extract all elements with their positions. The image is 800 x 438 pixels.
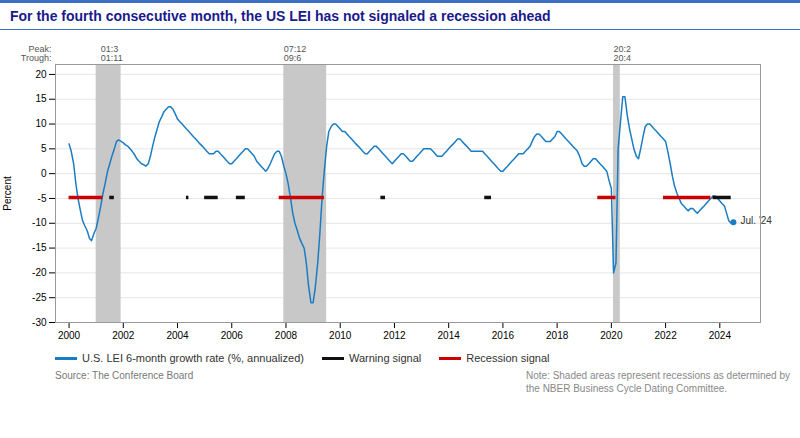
svg-text:2016: 2016 <box>492 330 515 341</box>
svg-text:10: 10 <box>35 118 47 129</box>
svg-text:0: 0 <box>41 168 47 179</box>
svg-text:2024: 2024 <box>709 330 732 341</box>
svg-text:07:1209:6: 07:1209:6 <box>284 44 307 63</box>
svg-text:-20: -20 <box>32 267 47 278</box>
svg-text:2012: 2012 <box>383 330 406 341</box>
svg-text:-15: -15 <box>32 242 47 253</box>
html-text:Note: Shaded areas represent r: Note: Shaded areas represent recessions … <box>526 370 790 394</box>
html-text:Source: The Conference Board: Source: The Conference Board <box>55 370 194 381</box>
svg-text:2002: 2002 <box>112 330 135 341</box>
svg-text:2010: 2010 <box>329 330 352 341</box>
svg-text:20: 20 <box>35 69 47 80</box>
svg-text:2004: 2004 <box>166 330 189 341</box>
svg-text:2022: 2022 <box>654 330 677 341</box>
svg-text:Jul. '24: Jul. '24 <box>741 215 773 226</box>
svg-text:01:301:11: 01:301:11 <box>101 44 123 63</box>
svg-text:5: 5 <box>41 143 47 154</box>
svg-text:Percent: Percent <box>2 176 13 211</box>
svg-text:-25: -25 <box>32 292 47 303</box>
svg-text:2006: 2006 <box>221 330 244 341</box>
svg-text:-30: -30 <box>32 317 47 328</box>
svg-text:2008: 2008 <box>275 330 298 341</box>
svg-text:-5: -5 <box>38 193 47 204</box>
svg-text:Peak:Trough:: Peak:Trough: <box>21 44 52 63</box>
svg-text:2014: 2014 <box>438 330 461 341</box>
html-text:For the fourth consecutive mon: For the fourth consecutive month, the US… <box>10 8 551 24</box>
svg-text:2018: 2018 <box>546 330 569 341</box>
html-text:U.S. LEI 6-month growth rate (: U.S. LEI 6-month growth rate (%, annuali… <box>82 352 304 364</box>
svg-text:15: 15 <box>35 93 47 104</box>
svg-text:2020: 2020 <box>600 330 623 341</box>
html-text:Recession signal: Recession signal <box>466 352 550 364</box>
svg-text:-10: -10 <box>32 217 47 228</box>
html-text:Warning signal: Warning signal <box>349 352 422 364</box>
svg-text:20:220:4: 20:220:4 <box>614 44 632 63</box>
svg-text:2000: 2000 <box>58 330 81 341</box>
